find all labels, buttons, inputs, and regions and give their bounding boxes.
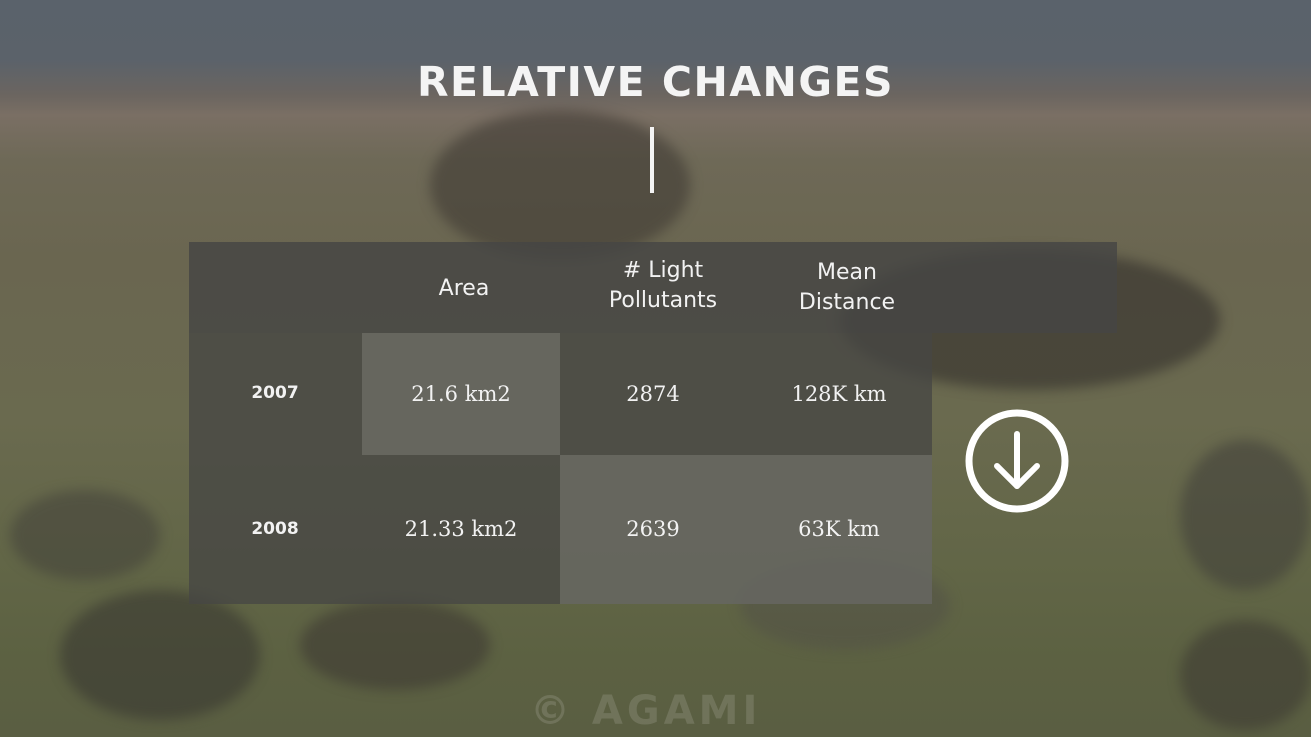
scroll-down-button[interactable] xyxy=(964,408,1070,514)
bird-silhouette xyxy=(10,490,160,580)
table-cell-distance: 128K km xyxy=(791,382,887,406)
bird-silhouette xyxy=(300,600,490,690)
row-header-year: 2007 xyxy=(251,383,299,403)
table-cell-area: 21.33 km2 xyxy=(404,517,518,541)
bird-silhouette xyxy=(1180,440,1310,590)
arrow-down-circle-icon xyxy=(965,409,1069,513)
bird-silhouette xyxy=(1180,620,1311,730)
column-header-area: Area xyxy=(438,276,490,301)
photo-watermark: © AGAMI xyxy=(530,688,762,734)
table-body-band xyxy=(189,333,932,604)
column-header-light-pollutants: # Light Pollutants xyxy=(608,258,718,313)
table-cell-pollutants: 2639 xyxy=(626,517,680,541)
bird-silhouette xyxy=(60,590,260,720)
table-cell-highlight xyxy=(746,455,932,604)
table-cell-area: 21.6 km2 xyxy=(411,382,511,406)
table-header-band xyxy=(189,242,1117,333)
table-cell-pollutants: 2874 xyxy=(626,382,680,406)
row-header-year: 2008 xyxy=(251,519,299,539)
table-cell-highlight xyxy=(560,455,746,604)
table-cell-distance: 63K km xyxy=(798,517,880,541)
page-title: RELATIVE CHANGES xyxy=(416,58,895,106)
column-header-mean-distance: Mean Distance xyxy=(798,260,896,315)
title-divider xyxy=(650,127,654,193)
table-cell-highlight xyxy=(362,333,560,455)
bird-silhouette xyxy=(430,110,690,260)
